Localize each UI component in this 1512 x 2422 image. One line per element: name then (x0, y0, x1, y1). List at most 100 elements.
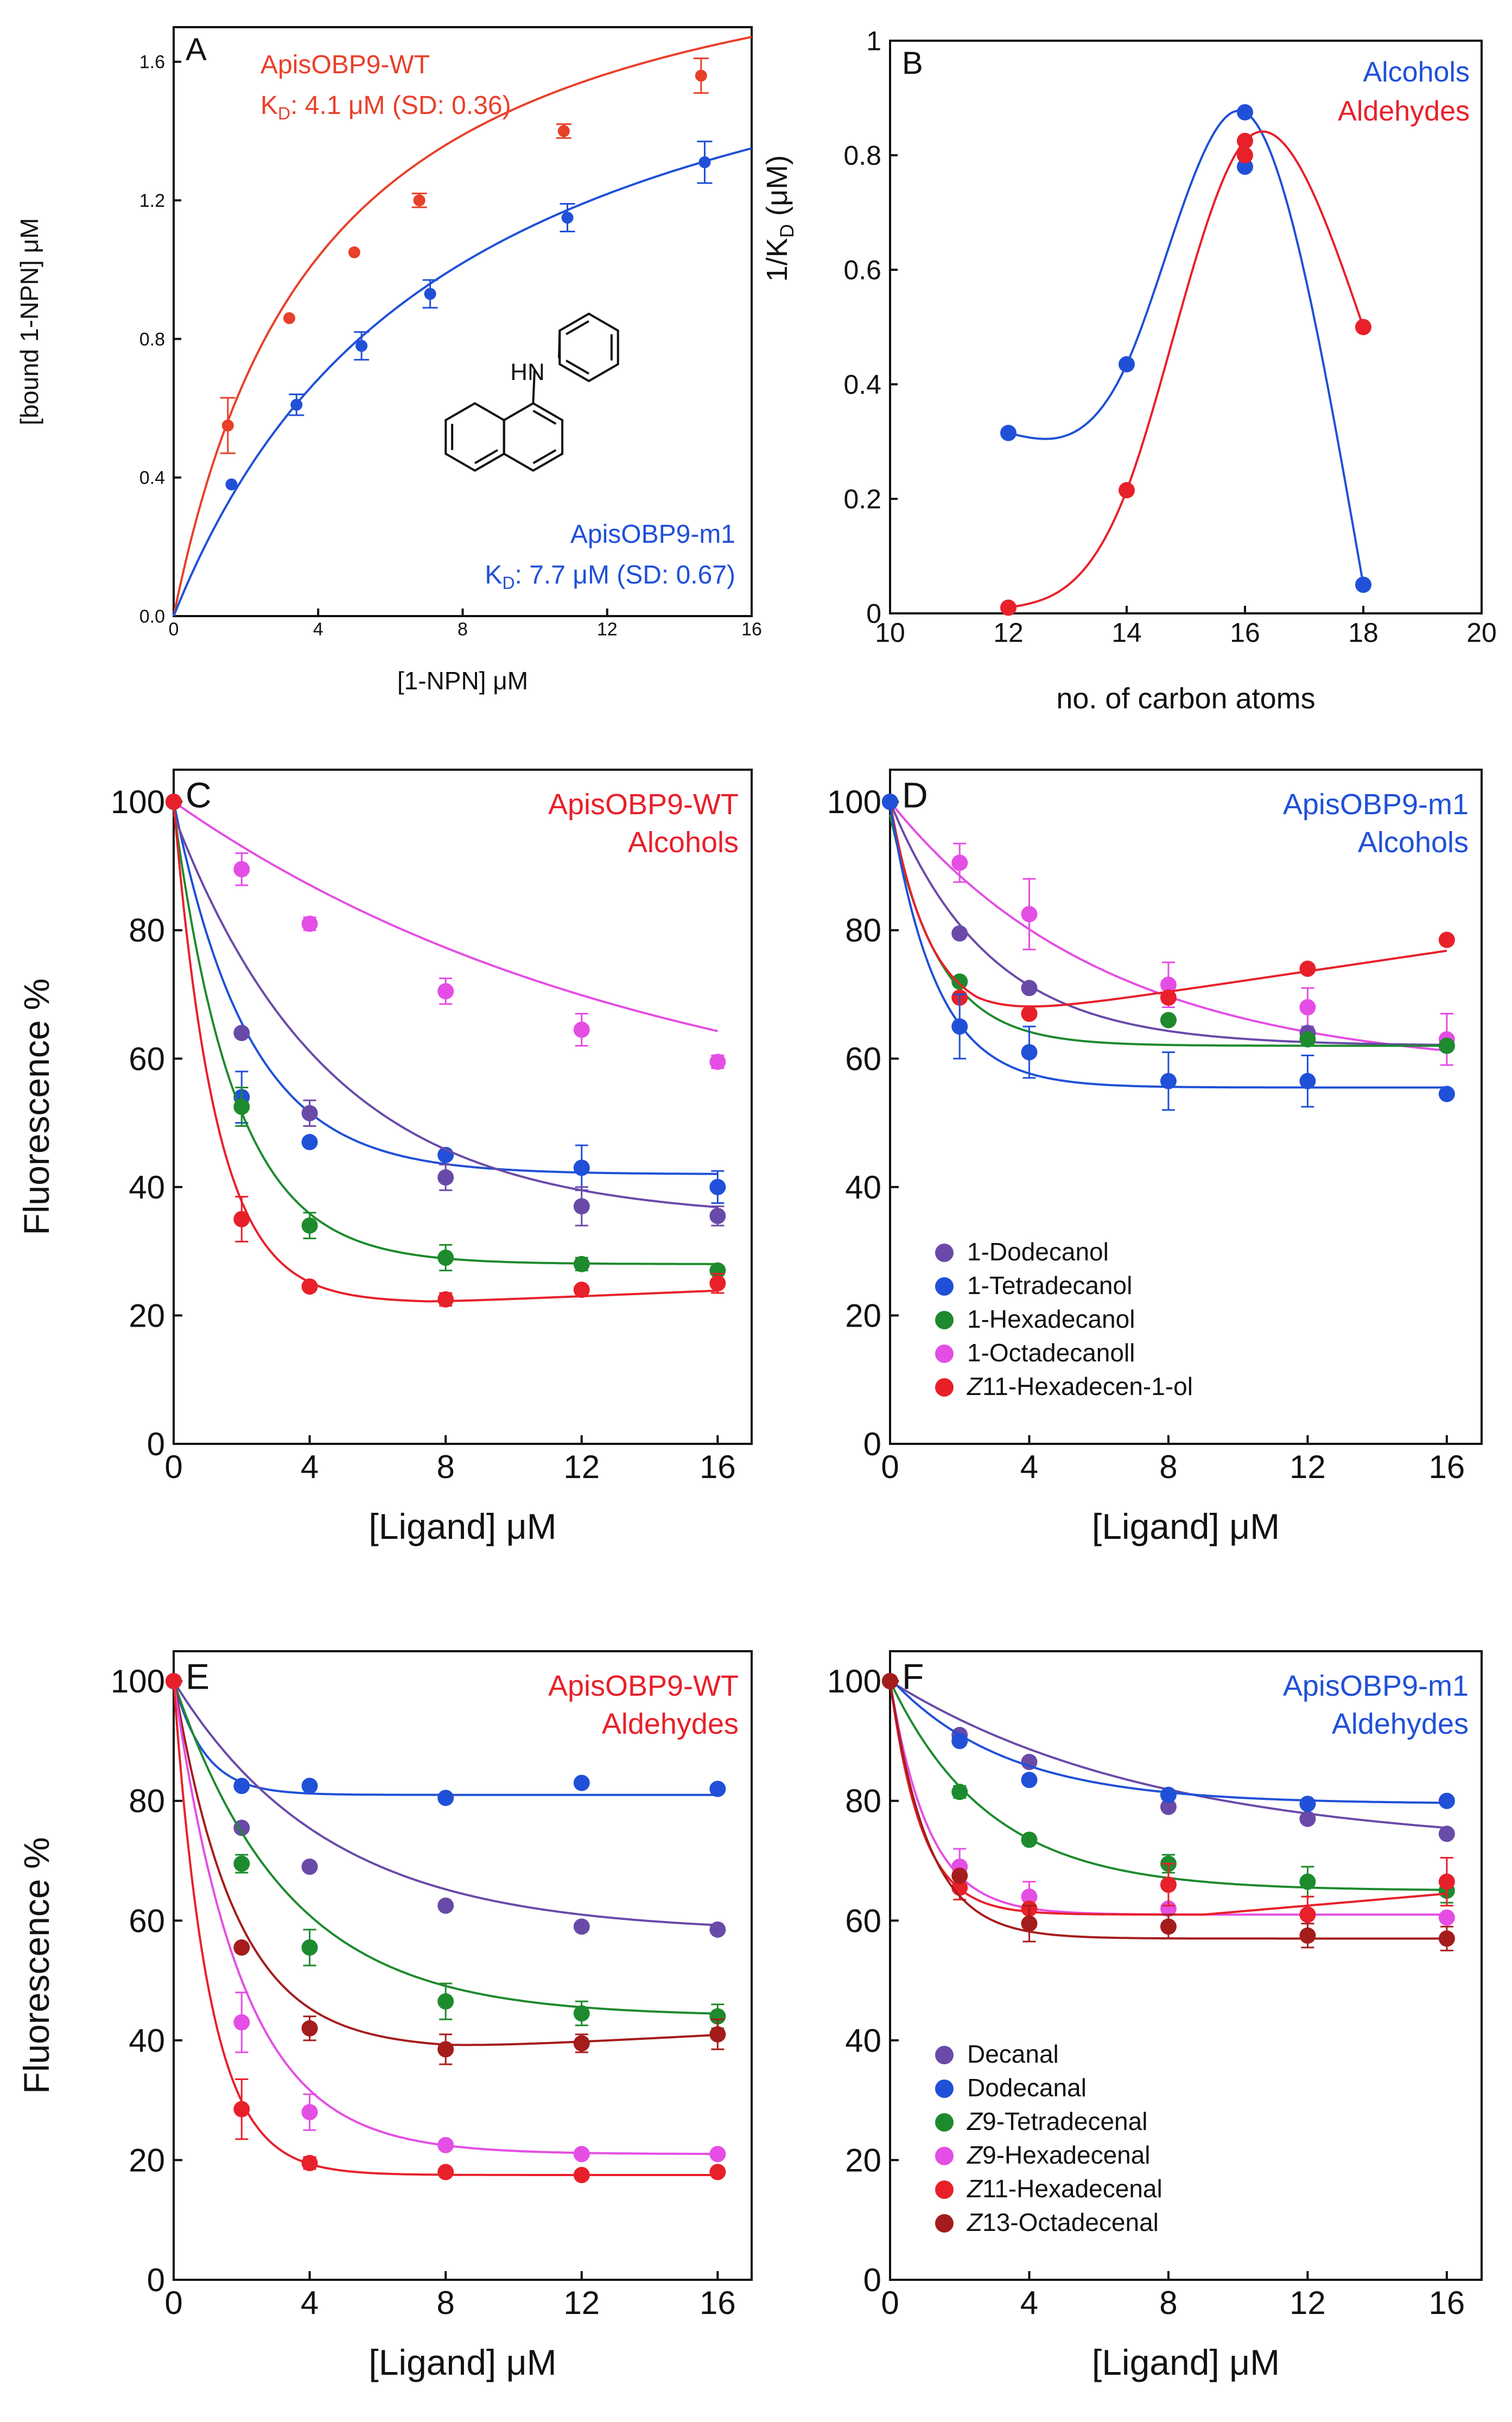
legend-italic-prefix: Z (967, 1372, 983, 1400)
y-axis-label: Fluorescence % (16, 978, 56, 1235)
y-tick-label: 0.0 (139, 606, 165, 627)
x-tick-label: 4 (1020, 2285, 1038, 2321)
data-point (233, 1211, 250, 1227)
x-axis-label: [Ligand] μM (1092, 2342, 1280, 2382)
legend-marker (935, 1311, 954, 1329)
legend-label: Z13-Octadecenal (967, 2208, 1159, 2236)
data-point (233, 1855, 250, 1872)
legend-label: Z11-Hexadecenal (967, 2174, 1162, 2203)
y-tick-label: 40 (845, 1169, 881, 1206)
n-bond (532, 370, 536, 404)
data-point (573, 1256, 590, 1272)
y-tick-label: 1.6 (139, 52, 165, 73)
x-axis-label: [Ligand] μM (1092, 1506, 1280, 1546)
plot-frame (173, 1650, 753, 2281)
panel-title-line: ApisOBP9-WT (548, 788, 739, 821)
legend-label: 1-Dodecanol (967, 1238, 1109, 1266)
data-point (301, 1859, 318, 1875)
x-tick-label: 18 (1348, 618, 1378, 648)
y-tick-label: 80 (845, 1783, 881, 1819)
data-point (437, 1897, 454, 1914)
data-point (951, 1018, 968, 1035)
x-tick-label: 0 (881, 2285, 899, 2321)
x-tick-label: 4 (301, 1449, 319, 1485)
legend-label-text: 1-Octadecanoll (967, 1339, 1135, 1367)
data-point (882, 794, 898, 810)
data-point (1237, 104, 1253, 121)
x-axis-label: [Ligand] μM (369, 2342, 556, 2382)
y-tick-label: 100 (827, 1663, 881, 1700)
y-tick-label: 40 (845, 2022, 881, 2059)
data-point (1438, 1037, 1455, 1054)
x-tick-label: 12 (563, 2285, 600, 2321)
data-point (573, 2005, 590, 2022)
x-tick-label: 12 (1289, 1449, 1326, 1485)
fit-curve (1008, 130, 1364, 609)
series-z13-octadecenal (882, 1673, 1455, 1951)
legend-label: 1-Octadecanoll (967, 1339, 1135, 1367)
data-point (413, 194, 425, 207)
y-tick-label: 60 (845, 1903, 881, 1939)
legend-marker (935, 2147, 954, 2165)
y-tick-label: 1.2 (139, 191, 165, 211)
legend-label: Dodecanal (967, 2074, 1087, 2102)
data-point (1021, 1044, 1038, 1061)
x-tick-label: 4 (301, 2285, 319, 2321)
legend-label: Z9-Hexadecenal (967, 2141, 1151, 2169)
y-tick-label: 0.4 (843, 370, 881, 400)
data-point (1237, 158, 1253, 175)
x-tick-label: 0 (881, 1449, 899, 1485)
legend-label: 1-Hexadecanol (967, 1305, 1135, 1333)
data-point (166, 794, 182, 810)
x-tick-label: 12 (597, 619, 618, 640)
panel-letter: A (186, 32, 207, 67)
data-point (709, 1262, 726, 1279)
data-point (437, 2164, 454, 2180)
data-point (1021, 1915, 1038, 1932)
x-axis-label: [Ligand] μM (369, 1506, 556, 1546)
y-axis-label: 1/KD (μM) (761, 155, 798, 282)
x-tick-label: 8 (436, 2285, 454, 2321)
data-point (1299, 1073, 1316, 1089)
data-point (709, 2164, 726, 2180)
data-point (437, 2041, 454, 2058)
series-apisobp9-wt (173, 36, 752, 617)
legend-marker (935, 1277, 954, 1296)
data-point (573, 1022, 590, 1038)
plot-frame (889, 1650, 1483, 2281)
data-point (166, 1673, 182, 1690)
panel-title-line: Alcohols (1358, 826, 1469, 859)
legend-marker (935, 2079, 954, 2098)
kd-rest: : 4.1 μM (SD: 0.36) (290, 91, 511, 120)
data-point (882, 1673, 898, 1690)
legend-marker (935, 2180, 954, 2199)
data-point (1299, 1796, 1316, 1812)
plot-frame (173, 769, 753, 1445)
double-bond (566, 359, 589, 375)
data-point (573, 2167, 590, 2183)
data-point (1160, 977, 1177, 993)
data-point (951, 1733, 968, 1749)
double-bond (566, 320, 589, 335)
panel-A: 0 4 8 12 16 0.0 0.4 0.8 1.2 1.6 [1-NPN] μM [bound 1… (15, 26, 762, 695)
legend-label-text: 1-Dodecanol (967, 1238, 1109, 1266)
y-tick-label: 0.2 (843, 484, 881, 515)
data-point (301, 1105, 318, 1121)
legend-label: Z11-Hexadecen-1-ol (967, 1372, 1193, 1400)
data-point (573, 1918, 590, 1935)
data-point (1355, 319, 1371, 335)
legend-marker (935, 2046, 954, 2064)
data-point (1021, 1831, 1038, 1848)
data-point (561, 212, 574, 224)
data-point (233, 1939, 250, 1956)
data-point (233, 1778, 250, 1795)
data-point (709, 2026, 726, 2043)
data-point (348, 246, 360, 258)
data-point (233, 1099, 250, 1115)
panel-E: 0 4 8 12 16 0 20 40 60 80 100 [Ligand] μM Fluorescen… (16, 1650, 753, 2382)
x-tick-label: 0 (169, 619, 179, 640)
data-point (437, 2136, 454, 2153)
series-z11-hexadecenal (166, 1673, 726, 2183)
y-tick-label: 100 (111, 784, 165, 820)
